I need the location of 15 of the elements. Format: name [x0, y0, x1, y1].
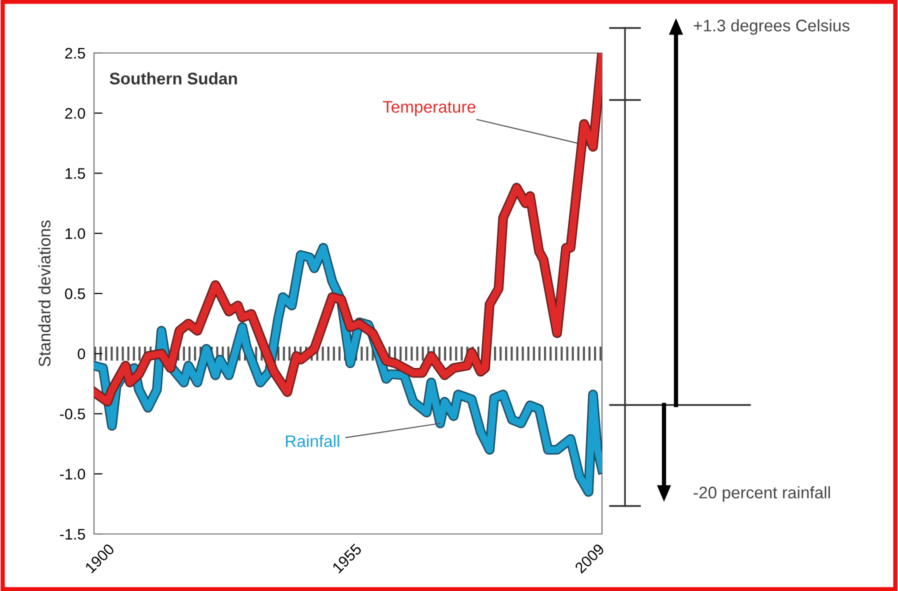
text: Southern Sudan [110, 72, 237, 84]
y-tick-label: -0.5 [60, 408, 86, 420]
y-tick-label: -1.0 [60, 468, 86, 480]
text: -20 percent rainfall [694, 486, 830, 502]
text: +1.3 degrees Celsius [694, 19, 850, 35]
y-tick-label: 2.0 [65, 108, 86, 119]
text: Temperature [382, 101, 476, 116]
y-tick-label: 2.5 [65, 48, 86, 59]
y-axis-title: Standard deviations [38, 220, 50, 366]
y-tick-label: -1.5 [60, 529, 86, 540]
y-tick-label: 1.5 [66, 168, 86, 179]
y-tick-label: 0 [78, 348, 86, 360]
y-tick-label: 0.5 [65, 288, 86, 300]
y-tick-label: 1.0 [66, 228, 86, 240]
text: Rainfall [286, 434, 340, 448]
